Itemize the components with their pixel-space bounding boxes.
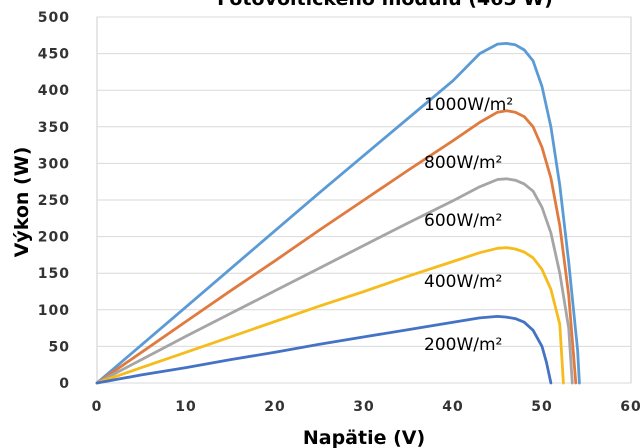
chart-title: Fotovoltického modulu (465 W) <box>217 0 553 10</box>
y-tick-label: 100 <box>38 303 70 319</box>
x-tick-label: 50 <box>531 399 552 415</box>
x-tick-label: 40 <box>442 399 463 415</box>
series-label: 200W/m² <box>424 335 502 355</box>
y-tick-label: 500 <box>38 10 70 26</box>
series-label: 800W/m² <box>424 153 502 173</box>
series-line-0 <box>95 42 581 385</box>
series-line-3 <box>95 246 565 385</box>
series-labels: 1000W/m² 800W/m² 600W/m² 400W/m² 200W/m² <box>424 95 513 355</box>
y-tick-label: 450 <box>38 47 70 63</box>
series-line-1 <box>95 109 578 385</box>
x-axis-title: Napätie (V) <box>303 427 425 448</box>
series-label: 400W/m² <box>424 272 502 292</box>
y-tick-label: 300 <box>38 156 70 172</box>
y-tick-label: 400 <box>38 83 70 99</box>
y-axis-title: Výkon (W) <box>11 147 33 258</box>
y-tick-label: 350 <box>38 120 70 136</box>
x-tick-label: 60 <box>620 399 641 415</box>
y-tick-label: 50 <box>49 339 70 355</box>
y-tick-label: 0 <box>59 376 70 392</box>
y-tick-labels: 0 50 100 150 200 250 300 350 400 450 500 <box>38 10 70 392</box>
x-tick-labels: 0 10 20 30 40 50 60 <box>92 399 641 415</box>
series-lines <box>95 42 581 385</box>
y-tick-label: 200 <box>38 230 70 246</box>
x-tick-label: 0 <box>92 399 103 415</box>
series-line-2 <box>95 177 574 385</box>
y-tick-label: 250 <box>38 193 70 209</box>
x-tick-label: 20 <box>264 399 285 415</box>
series-label: 1000W/m² <box>424 95 513 115</box>
y-tick-label: 150 <box>38 266 70 282</box>
series-line-4 <box>95 315 553 385</box>
x-tick-label: 10 <box>175 399 196 415</box>
x-tick-label: 30 <box>353 399 374 415</box>
series-label: 600W/m² <box>424 211 502 231</box>
